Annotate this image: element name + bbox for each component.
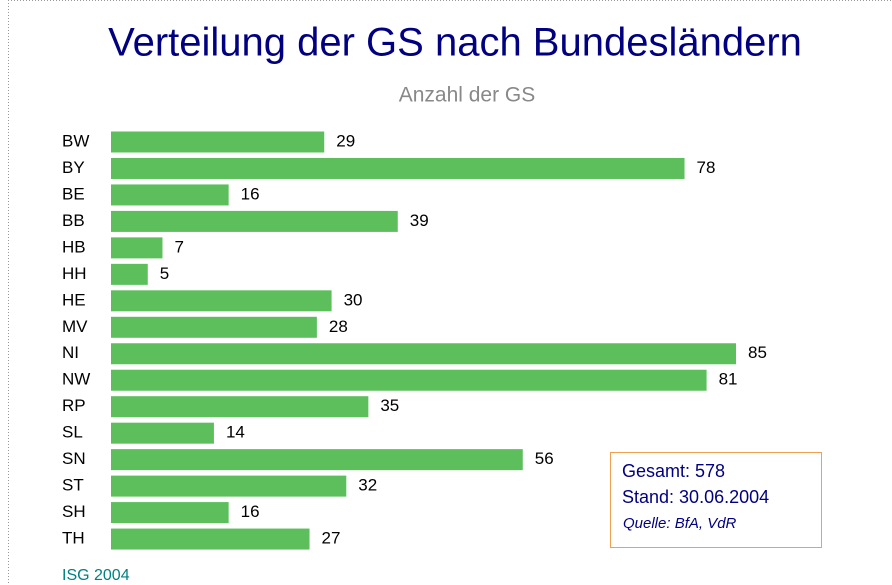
- category-label: BY: [62, 158, 85, 177]
- bar: [111, 184, 229, 206]
- value-label: 16: [241, 184, 260, 203]
- bar: [111, 369, 707, 391]
- value-label: 32: [358, 476, 377, 495]
- chart-title: Verteilung der GS nach Bundesländern: [108, 21, 802, 65]
- category-label: TH: [62, 529, 85, 548]
- value-label: 30: [344, 290, 363, 309]
- bar: [111, 210, 398, 232]
- value-label: 28: [329, 317, 348, 336]
- category-label: HH: [62, 264, 87, 283]
- value-label: 27: [322, 529, 341, 548]
- category-label: BE: [62, 184, 85, 203]
- bar: [111, 528, 310, 550]
- bar: [111, 263, 148, 285]
- bar: [111, 502, 229, 524]
- category-label: SL: [62, 423, 83, 442]
- annotation: Stand: 30.06.2004: [622, 487, 769, 507]
- value-label: 85: [748, 343, 767, 362]
- bar: [111, 449, 523, 471]
- category-label: HE: [62, 290, 86, 309]
- annotation-box: [610, 452, 822, 548]
- value-label: 39: [410, 211, 429, 230]
- value-label: 14: [226, 423, 245, 442]
- value-label: 16: [241, 502, 260, 521]
- bar: [111, 422, 214, 444]
- value-label: 78: [697, 158, 716, 177]
- category-label: BW: [62, 131, 89, 150]
- bar: [111, 396, 369, 418]
- bar: [111, 316, 317, 338]
- category-label: ST: [62, 476, 84, 495]
- category-label: SH: [62, 502, 86, 521]
- bar: [111, 290, 332, 312]
- value-label: 29: [336, 131, 355, 150]
- bar: [111, 475, 347, 497]
- bar: [111, 131, 325, 153]
- category-label: HB: [62, 237, 86, 256]
- value-label: 35: [380, 396, 399, 415]
- value-label: 5: [160, 264, 169, 283]
- value-label: 56: [535, 449, 554, 468]
- category-label: MV: [62, 317, 88, 336]
- bar: [111, 343, 736, 365]
- category-label: SN: [62, 449, 86, 468]
- annotation: Gesamt: 578: [622, 461, 725, 481]
- value-label: 81: [719, 370, 738, 389]
- footer: ISG 2004: [62, 567, 130, 584]
- bar: [111, 237, 163, 259]
- annotation: Quelle: BfA, VdR: [623, 515, 737, 532]
- category-label: NI: [62, 343, 79, 362]
- value-label: 7: [174, 237, 183, 256]
- category-label: BB: [62, 211, 85, 230]
- category-label: NW: [62, 370, 90, 389]
- chart-subtitle: Anzahl der GS: [399, 84, 536, 107]
- category-label: RP: [62, 396, 86, 415]
- bar: [111, 157, 685, 179]
